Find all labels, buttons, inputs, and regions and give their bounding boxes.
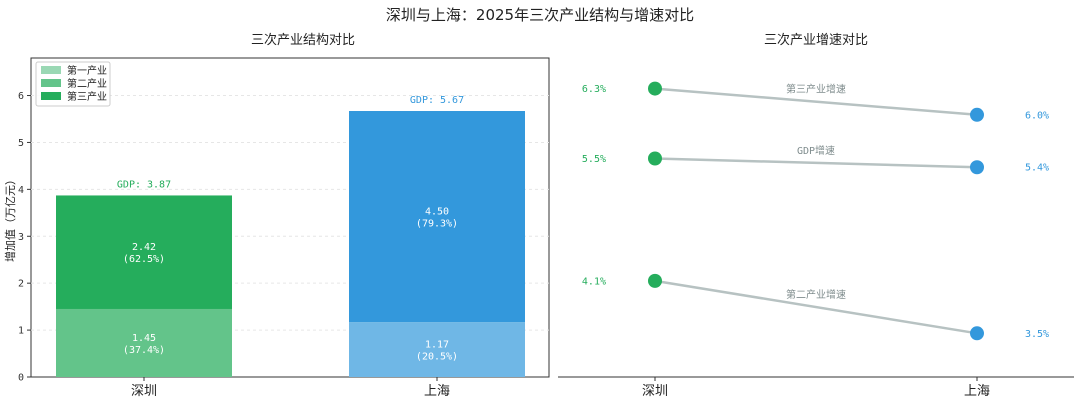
series-line xyxy=(654,279,978,335)
value-label-shenzhen: 6.3% xyxy=(582,84,606,95)
bar-value-label: 1.17 xyxy=(425,340,449,351)
legend-swatch-tertiary xyxy=(41,92,61,100)
bar-value-label: 1.45 xyxy=(132,333,156,344)
y-tick-label: 3 xyxy=(18,232,24,243)
point-shanghai xyxy=(970,160,984,175)
structure-x-categories: 深圳 上海 xyxy=(131,377,450,399)
structure-legend: 第一产业 第二产业 第三产业 xyxy=(35,61,111,107)
bar-share-label: (79.3%) xyxy=(416,219,458,230)
bar-share-label: (62.5%) xyxy=(123,254,165,265)
value-label-shenzhen: 5.5% xyxy=(582,154,606,165)
structure-bars: 1.45(37.4%) 2.42(62.5%) GDP: 3.87 1.17(20.5… xyxy=(56,95,525,377)
y-tick-label: 5 xyxy=(18,138,24,149)
growth-x-categories: 深圳 上海 xyxy=(642,377,990,399)
series-name-label: 第三产业增速 xyxy=(786,83,846,96)
series-line xyxy=(654,157,978,169)
structure-chart: 三次产业结构对比 0 1 2 3 4 5 6 1.45(37.4%) 2.42(62.5%) G… xyxy=(3,32,550,399)
structure-y-ticks: 0 1 2 3 4 5 6 xyxy=(18,91,31,384)
structure-y-axis-label: 增加值（万亿元） xyxy=(3,174,17,262)
bar-value-label: 2.42 xyxy=(132,242,156,253)
growth-chart: 三次产业增速对比 第三产业增速 6.3% 6.0% GDP增速 5.5% 5.4% 第二产业… xyxy=(558,32,1074,399)
legend-swatch-secondary xyxy=(41,79,61,87)
bar-share-label: (37.4%) xyxy=(123,345,165,356)
bar-total-label: GDP: 5.67 xyxy=(410,95,464,106)
bar-value-label: 4.50 xyxy=(425,207,449,218)
y-tick-label: 2 xyxy=(18,279,24,290)
x-category-label: 深圳 xyxy=(642,384,668,399)
point-shanghai xyxy=(970,107,984,122)
x-category-label: 上海 xyxy=(964,384,990,399)
value-label-shenzhen: 4.1% xyxy=(582,276,606,287)
series-line xyxy=(654,87,978,117)
bar-segment-tertiary xyxy=(349,111,525,323)
bar-segment-tertiary xyxy=(56,195,232,309)
bar-total-label: GDP: 3.87 xyxy=(117,179,171,190)
bar-segment-secondary xyxy=(349,322,525,377)
legend-label-secondary: 第二产业 xyxy=(67,77,107,90)
figure-title: 深圳与上海：2025年三次产业结构与增速对比 xyxy=(386,6,694,24)
point-shenzhen xyxy=(648,273,662,288)
point-shanghai xyxy=(970,326,984,341)
legend-label-tertiary: 第三产业 xyxy=(67,90,107,103)
x-category-label: 深圳 xyxy=(131,384,157,399)
value-label-shanghai: 6.0% xyxy=(1025,110,1049,121)
point-shenzhen xyxy=(648,151,662,166)
growth-chart-title: 三次产业增速对比 xyxy=(764,32,868,48)
legend-label-primary: 第一产业 xyxy=(67,64,107,77)
growth-series: 第三产业增速 6.3% 6.0% GDP增速 5.5% 5.4% 第二产业增速 4.1% 3.5… xyxy=(582,81,1049,341)
legend-swatch-primary xyxy=(41,66,61,74)
series-name-label: GDP增速 xyxy=(797,144,835,157)
value-label-shanghai: 5.4% xyxy=(1025,163,1049,174)
y-tick-label: 6 xyxy=(18,91,24,102)
x-category-label: 上海 xyxy=(424,384,450,399)
structure-plot-frame xyxy=(30,57,550,378)
value-label-shanghai: 3.5% xyxy=(1025,329,1049,340)
y-tick-label: 0 xyxy=(18,373,24,384)
bar-share-label: (20.5%) xyxy=(416,352,458,363)
y-tick-label: 4 xyxy=(18,185,24,196)
point-shenzhen xyxy=(648,81,662,96)
structure-chart-title: 三次产业结构对比 xyxy=(251,32,355,48)
series-name-label: 第二产业增速 xyxy=(786,288,846,301)
bar-segment-secondary xyxy=(56,308,232,377)
y-tick-label: 1 xyxy=(18,326,24,337)
